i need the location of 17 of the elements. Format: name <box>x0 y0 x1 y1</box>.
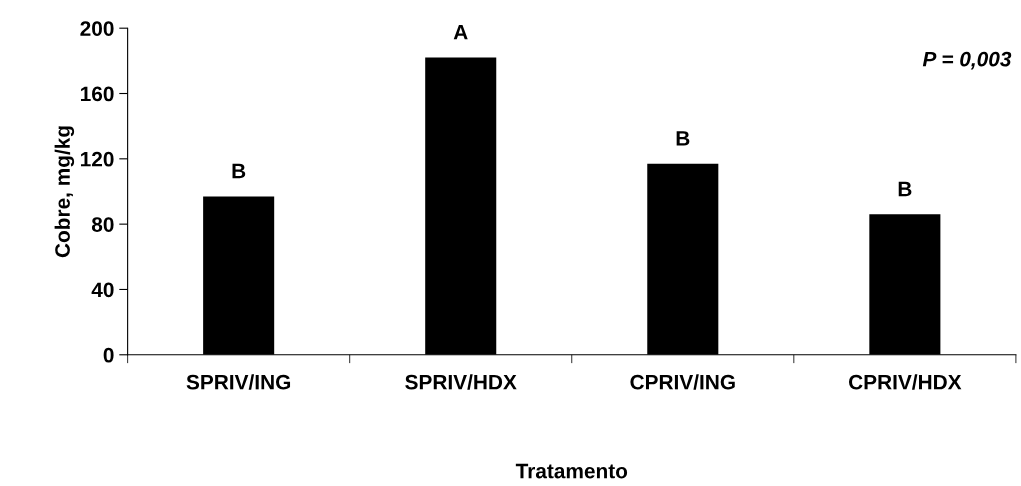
y-tick-label: 160 <box>80 86 114 102</box>
x-tick-label: SPRIV/HDX <box>405 374 517 390</box>
annotation: B <box>898 181 912 197</box>
y-tick-label: 0 <box>103 347 114 363</box>
annotation: B <box>232 163 246 179</box>
y-tick-label: 120 <box>80 151 114 167</box>
y-tick-label: 40 <box>91 282 114 298</box>
annotation: P = 0,003 <box>922 51 1012 70</box>
y-tick-label: 80 <box>91 217 114 232</box>
x-tick-label: CPRIV/ING <box>630 374 735 390</box>
y-tick-label: 200 <box>80 21 114 36</box>
annotation: A <box>453 25 468 40</box>
y-axis-title: Cobre, mg/kg <box>54 126 75 258</box>
x-axis-title: Tratamento <box>515 463 628 479</box>
x-tick-label: SPRIV/ING <box>186 374 291 390</box>
x-tick-label: CPRIV/HDX <box>848 374 962 390</box>
annotation: B <box>676 131 690 146</box>
